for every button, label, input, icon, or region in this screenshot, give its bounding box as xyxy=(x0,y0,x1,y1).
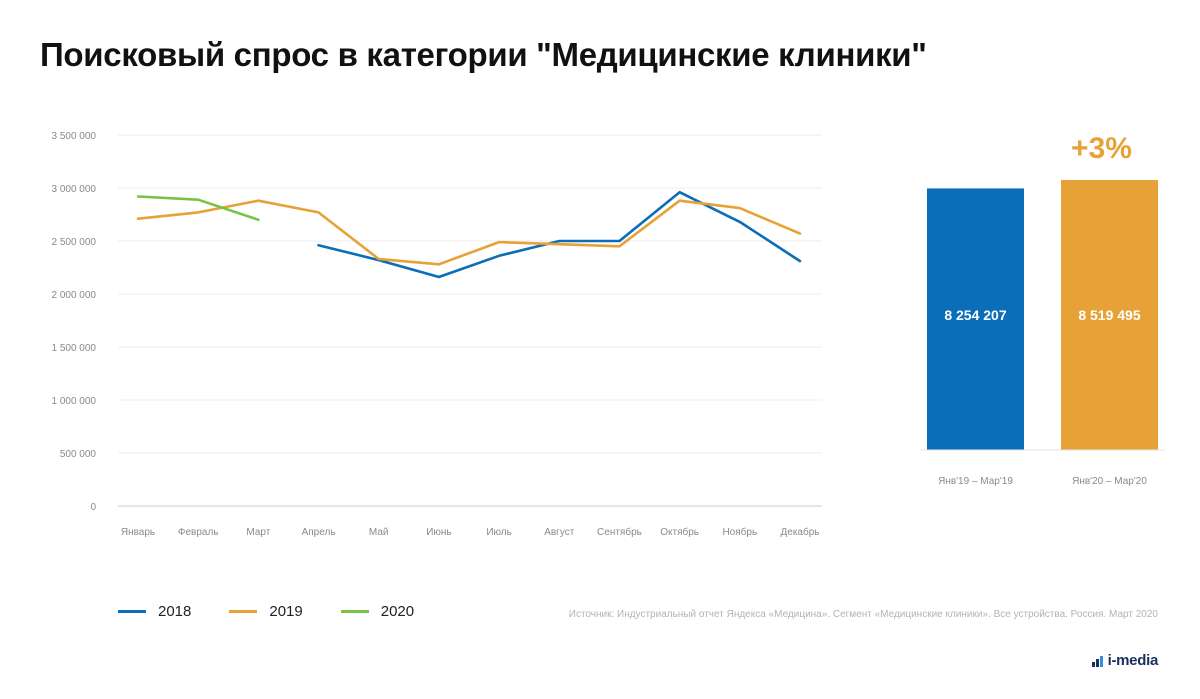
legend-swatch-2018 xyxy=(118,610,146,613)
bar-category-label: Янв'19 – Мар'19 xyxy=(938,476,1013,487)
imedia-logo: i-media xyxy=(1091,652,1159,669)
x-tick-label: Июнь xyxy=(426,527,451,538)
legend-swatch-2019 xyxy=(229,610,258,613)
x-tick-label: Декабрь xyxy=(781,526,820,538)
page-title: Поисковый спрос в категории "Медицинские… xyxy=(40,36,927,73)
legend-label-2020: 2020 xyxy=(380,603,415,620)
series-line-2020 xyxy=(136,195,260,222)
bar-value-label: 8 254 207 xyxy=(944,307,1006,323)
legend-item-2018: 2018 xyxy=(118,603,191,620)
x-tick-label: Январь xyxy=(121,527,155,538)
x-tick-label: Октябрь xyxy=(660,526,699,538)
logo-text: i-media xyxy=(1107,652,1159,669)
x-tick-label: Июль xyxy=(486,527,512,538)
y-tick-label: 1 500 000 xyxy=(52,343,97,354)
bar-category-label: Янв'20 – Мар'20 xyxy=(1072,476,1147,487)
x-tick-label: Апрель xyxy=(302,527,336,538)
bar xyxy=(927,188,1024,450)
y-tick-label: 2 500 000 xyxy=(52,237,97,248)
legend-label-2019: 2019 xyxy=(269,603,303,620)
logo-bars-icon xyxy=(1091,655,1103,667)
x-tick-label: Ноябрь xyxy=(722,526,757,538)
chart-legend: 2018 2019 2020 xyxy=(118,603,452,620)
series-line-2018 xyxy=(317,190,802,279)
y-tick-label: 3 000 000 xyxy=(52,184,97,195)
series-line-2019 xyxy=(136,199,802,266)
legend-item-2019: 2019 xyxy=(229,603,303,620)
legend-label-2018: 2018 xyxy=(158,603,192,620)
x-tick-label: Май xyxy=(369,527,389,538)
source-note: Источник: Индустриальный отчет Яндекса «… xyxy=(568,609,1158,620)
y-tick-label: 1 000 000 xyxy=(52,396,97,407)
y-tick-label: 500 000 xyxy=(60,449,97,460)
y-tick-label: 2 000 000 xyxy=(52,290,97,301)
x-tick-label: Март xyxy=(246,527,270,538)
bar-value-label: 8 519 495 xyxy=(1078,307,1140,323)
y-tick-label: 0 xyxy=(90,502,96,513)
legend-item-2020: 2020 xyxy=(340,603,415,620)
x-tick-label: Сентябрь xyxy=(597,526,642,538)
bar xyxy=(1061,180,1158,450)
legend-swatch-2020 xyxy=(340,610,369,613)
y-tick-label: 3 500 000 xyxy=(52,131,97,142)
x-tick-label: Август xyxy=(544,527,575,538)
x-tick-label: Февраль xyxy=(178,527,219,538)
growth-annotation: +3% xyxy=(1071,132,1132,165)
